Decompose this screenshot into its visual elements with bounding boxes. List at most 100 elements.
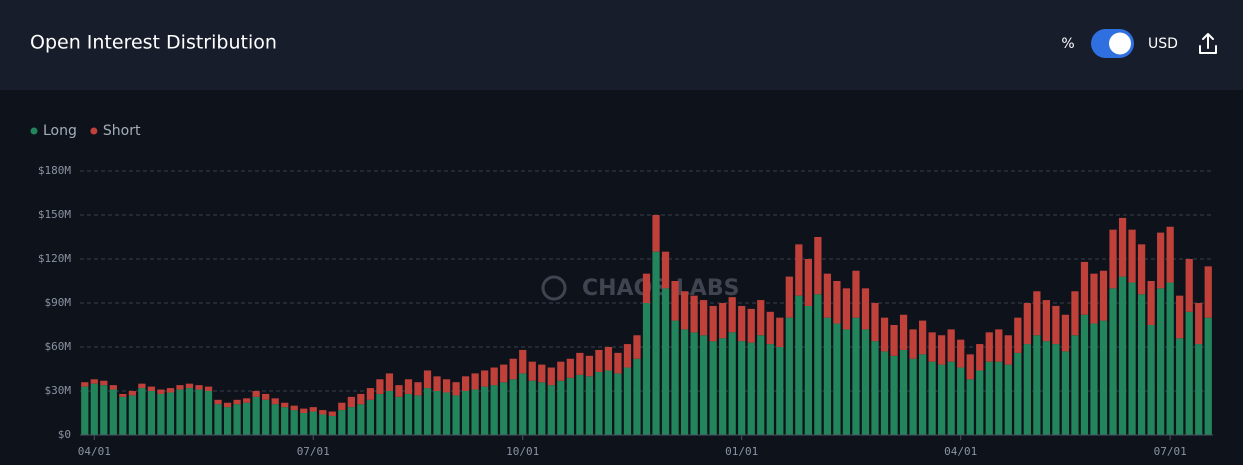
bar-segment xyxy=(842,329,851,435)
bar-segment xyxy=(1109,229,1117,289)
bar-segment xyxy=(204,386,213,391)
bar-segment xyxy=(262,399,270,435)
x-tick-label: 07/01 xyxy=(297,445,330,458)
bar-segment xyxy=(1071,335,1079,435)
bar-segment xyxy=(909,358,917,435)
y-tick-label: $30M xyxy=(45,384,72,397)
bar-segment xyxy=(595,371,603,435)
legend-marker xyxy=(30,127,38,135)
bar-segment xyxy=(661,251,670,289)
x-tick-label: 04/01 xyxy=(78,445,111,458)
bar-segment xyxy=(985,361,993,435)
bar-segment xyxy=(138,383,146,389)
bar-segment xyxy=(519,373,527,435)
bar-segment xyxy=(1033,335,1041,435)
bar-segment xyxy=(471,373,479,390)
bar-segment xyxy=(385,391,394,435)
bar-segment xyxy=(319,414,327,435)
bar-segment xyxy=(90,383,98,435)
bar-segment xyxy=(423,388,432,435)
bar-segment xyxy=(776,347,784,435)
bar-segment xyxy=(861,329,870,435)
bar-segment xyxy=(795,244,803,296)
share-button[interactable] xyxy=(1199,33,1217,54)
bar-segment xyxy=(223,402,232,408)
bar-segment xyxy=(899,314,908,350)
bar-segment xyxy=(1033,291,1041,336)
bar-segment xyxy=(899,349,908,435)
bar-segment xyxy=(471,389,479,435)
bar-segment xyxy=(1157,232,1165,289)
bar-segment xyxy=(166,388,175,393)
bar-segment xyxy=(823,317,832,435)
bar-segment xyxy=(918,320,927,355)
bar-segment xyxy=(404,379,413,394)
y-tick-label: $120M xyxy=(38,252,71,265)
bar-segment xyxy=(823,273,832,318)
bar-segment xyxy=(642,273,651,303)
bar-segment xyxy=(81,386,89,435)
bar-segment xyxy=(271,398,279,405)
bar-segment xyxy=(680,329,689,435)
bar-segment xyxy=(985,332,993,362)
toggle-left-label: % xyxy=(1061,36,1074,52)
bar-segment xyxy=(995,329,1003,362)
bar-segment xyxy=(995,361,1003,435)
bar-segment xyxy=(1166,226,1174,283)
bar-segment xyxy=(833,323,841,435)
bar-segment xyxy=(1137,294,1146,435)
bar-segment xyxy=(690,295,698,333)
bar-segment xyxy=(461,391,470,435)
bar-segment xyxy=(709,341,717,435)
bar-segment xyxy=(500,382,508,435)
bar-segment xyxy=(928,332,936,362)
bar-segment xyxy=(338,402,346,411)
bar-segment xyxy=(395,396,403,435)
y-tick-label: $0 xyxy=(58,428,71,441)
bar-segment xyxy=(233,404,241,435)
bar-segment xyxy=(185,383,194,389)
y-tick-label: $60M xyxy=(45,340,72,353)
bar-segment xyxy=(252,396,260,435)
bar-segment xyxy=(1014,317,1022,353)
bar-segment xyxy=(109,385,117,390)
bar-segment xyxy=(976,370,984,435)
watermark-logo xyxy=(541,275,567,301)
bar-segment xyxy=(728,332,736,435)
bar-segment xyxy=(185,388,194,435)
bar-segment xyxy=(300,413,308,435)
bar-segment xyxy=(766,311,774,345)
bar-segment xyxy=(1195,344,1203,435)
bar-segment xyxy=(833,281,841,324)
bar-segment xyxy=(214,399,222,405)
bar-segment xyxy=(1099,270,1108,321)
bar-segment xyxy=(757,335,765,435)
bar-segment xyxy=(642,303,651,435)
bar-segment xyxy=(1204,266,1212,318)
bar-segment xyxy=(804,259,812,306)
bar-segment xyxy=(481,370,489,387)
bar-segment xyxy=(262,393,270,400)
bar-segment xyxy=(576,374,584,435)
bar-segment xyxy=(128,391,136,396)
bar-segment xyxy=(585,376,593,435)
bar-segment xyxy=(604,370,613,435)
bar-segment xyxy=(947,361,955,435)
bar-segment xyxy=(519,349,527,374)
bar-segment xyxy=(1204,317,1212,435)
bar-segment xyxy=(1014,352,1022,435)
bar-segment xyxy=(623,367,632,435)
bar-segment xyxy=(976,344,984,371)
bar-segment xyxy=(909,329,917,359)
bar-segment xyxy=(785,276,793,318)
bar-segment xyxy=(1185,259,1193,312)
bar-segment xyxy=(395,385,403,397)
bar-segment xyxy=(357,393,365,405)
bar-segment xyxy=(890,325,898,356)
bar-segment xyxy=(176,389,184,435)
bar-segment xyxy=(528,361,536,381)
toggle-right-label: USD xyxy=(1148,36,1178,52)
bar-segment xyxy=(328,411,336,416)
bar-segment xyxy=(1061,351,1070,435)
bar-segment xyxy=(1137,244,1146,295)
